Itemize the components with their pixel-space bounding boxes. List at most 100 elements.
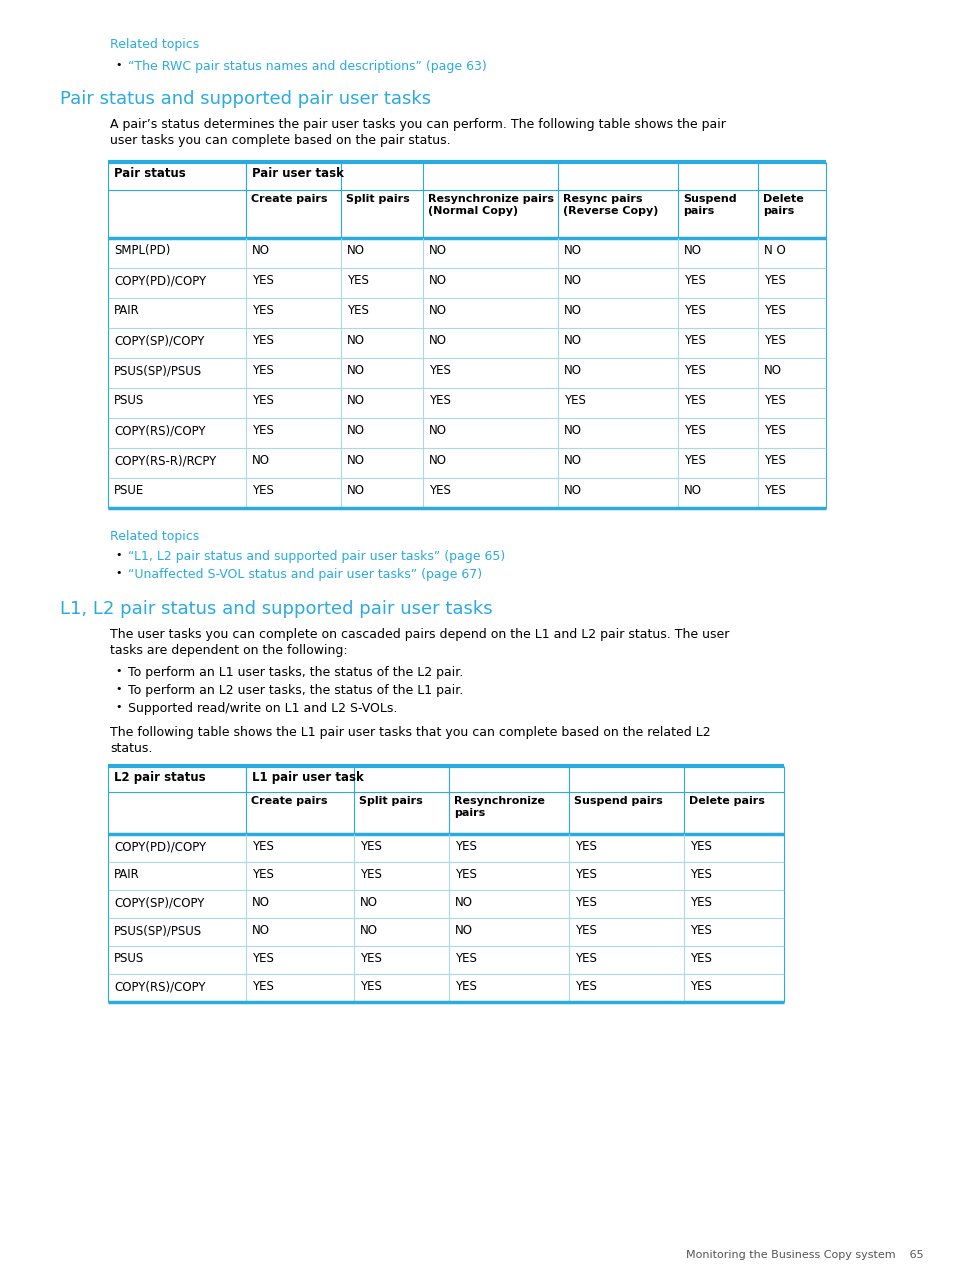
Text: •: • <box>115 684 121 694</box>
Text: NO: NO <box>563 275 581 287</box>
Text: Suspend pairs: Suspend pairs <box>574 796 662 806</box>
Text: COPY(RS-R)/RCPY: COPY(RS-R)/RCPY <box>113 454 216 466</box>
Text: YES: YES <box>683 334 705 347</box>
Text: YES: YES <box>252 840 274 853</box>
Text: NO: NO <box>563 454 581 466</box>
Text: COPY(SP)/COPY: COPY(SP)/COPY <box>113 334 204 347</box>
Text: NO: NO <box>347 484 365 497</box>
Text: YES: YES <box>683 364 705 377</box>
Text: To perform an L1 user tasks, the status of the L2 pair.: To perform an L1 user tasks, the status … <box>128 666 463 679</box>
Text: Delete pairs: Delete pairs <box>688 796 764 806</box>
Text: “L1, L2 pair status and supported pair user tasks” (page 65): “L1, L2 pair status and supported pair u… <box>128 550 505 563</box>
Text: YES: YES <box>575 896 597 909</box>
Text: PSUS: PSUS <box>113 394 144 407</box>
Text: YES: YES <box>683 425 705 437</box>
Text: YES: YES <box>689 868 711 881</box>
Text: YES: YES <box>252 364 274 377</box>
Text: tasks are dependent on the following:: tasks are dependent on the following: <box>110 644 347 657</box>
Text: NO: NO <box>429 454 447 466</box>
Text: NO: NO <box>347 394 365 407</box>
Text: YES: YES <box>252 484 274 497</box>
Text: COPY(RS)/COPY: COPY(RS)/COPY <box>113 425 205 437</box>
Text: YES: YES <box>575 840 597 853</box>
Text: L1 pair user task: L1 pair user task <box>252 771 363 784</box>
Text: YES: YES <box>252 394 274 407</box>
Text: YES: YES <box>575 952 597 965</box>
Text: L2 pair status: L2 pair status <box>113 771 206 784</box>
Text: YES: YES <box>429 364 451 377</box>
Text: YES: YES <box>252 980 274 993</box>
Text: NO: NO <box>359 896 377 909</box>
Text: COPY(PD)/COPY: COPY(PD)/COPY <box>113 275 206 287</box>
Text: NO: NO <box>252 924 270 937</box>
Text: YES: YES <box>359 868 381 881</box>
Text: NO: NO <box>429 304 447 316</box>
Text: NO: NO <box>347 425 365 437</box>
Text: NO: NO <box>347 364 365 377</box>
Text: NO: NO <box>359 924 377 937</box>
Text: YES: YES <box>455 980 476 993</box>
Text: Create pairs: Create pairs <box>251 194 327 205</box>
Text: YES: YES <box>689 952 711 965</box>
Text: YES: YES <box>689 896 711 909</box>
Text: YES: YES <box>689 924 711 937</box>
Text: NO: NO <box>252 896 270 909</box>
Text: YES: YES <box>455 868 476 881</box>
Text: YES: YES <box>359 952 381 965</box>
Text: YES: YES <box>252 334 274 347</box>
Text: YES: YES <box>763 484 785 497</box>
Text: Resync pairs
(Reverse Copy): Resync pairs (Reverse Copy) <box>562 194 658 216</box>
Text: Pair user task: Pair user task <box>252 167 343 180</box>
Text: NO: NO <box>347 244 365 257</box>
Text: PSUE: PSUE <box>113 484 144 497</box>
Text: NO: NO <box>429 425 447 437</box>
Text: YES: YES <box>683 394 705 407</box>
Text: N O: N O <box>763 244 785 257</box>
Text: YES: YES <box>563 394 585 407</box>
Text: The user tasks you can complete on cascaded pairs depend on the L1 and L2 pair s: The user tasks you can complete on casca… <box>110 628 729 641</box>
Text: To perform an L2 user tasks, the status of the L1 pair.: To perform an L2 user tasks, the status … <box>128 684 463 697</box>
Text: YES: YES <box>763 304 785 316</box>
Text: YES: YES <box>347 275 369 287</box>
Text: “The RWC pair status names and descriptions” (page 63): “The RWC pair status names and descripti… <box>128 60 486 72</box>
Text: Delete
pairs: Delete pairs <box>762 194 803 216</box>
Text: COPY(RS)/COPY: COPY(RS)/COPY <box>113 980 205 993</box>
Text: YES: YES <box>575 980 597 993</box>
Text: YES: YES <box>429 394 451 407</box>
Text: YES: YES <box>252 425 274 437</box>
Text: YES: YES <box>683 275 705 287</box>
Text: YES: YES <box>359 980 381 993</box>
Text: YES: YES <box>252 304 274 316</box>
Text: YES: YES <box>252 275 274 287</box>
Text: PSUS(SP)/PSUS: PSUS(SP)/PSUS <box>113 924 202 937</box>
Text: YES: YES <box>763 454 785 466</box>
Text: NO: NO <box>563 334 581 347</box>
Text: “Unaffected S-VOL status and pair user tasks” (page 67): “Unaffected S-VOL status and pair user t… <box>128 568 481 581</box>
Text: Supported read/write on L1 and L2 S-VOLs.: Supported read/write on L1 and L2 S-VOLs… <box>128 702 397 716</box>
Text: YES: YES <box>575 924 597 937</box>
Text: Related topics: Related topics <box>110 38 199 51</box>
Text: COPY(PD)/COPY: COPY(PD)/COPY <box>113 840 206 853</box>
Text: YES: YES <box>689 840 711 853</box>
Text: NO: NO <box>563 304 581 316</box>
Text: NO: NO <box>429 334 447 347</box>
Text: NO: NO <box>455 924 473 937</box>
Text: •: • <box>115 702 121 712</box>
Text: YES: YES <box>763 394 785 407</box>
Text: NO: NO <box>429 275 447 287</box>
Text: NO: NO <box>563 244 581 257</box>
Text: SMPL(PD): SMPL(PD) <box>113 244 171 257</box>
Text: The following table shows the L1 pair user tasks that you can complete based on : The following table shows the L1 pair us… <box>110 726 710 738</box>
Text: NO: NO <box>763 364 781 377</box>
Text: Resynchronize pairs
(Normal Copy): Resynchronize pairs (Normal Copy) <box>428 194 554 216</box>
Text: NO: NO <box>347 334 365 347</box>
Text: NO: NO <box>252 244 270 257</box>
Text: NO: NO <box>455 896 473 909</box>
Text: A pair’s status determines the pair user tasks you can perform. The following ta: A pair’s status determines the pair user… <box>110 118 725 131</box>
Text: COPY(SP)/COPY: COPY(SP)/COPY <box>113 896 204 909</box>
Text: •: • <box>115 666 121 676</box>
Text: NO: NO <box>563 425 581 437</box>
Text: •: • <box>115 568 121 578</box>
Text: Monitoring the Business Copy system    65: Monitoring the Business Copy system 65 <box>685 1249 923 1260</box>
Text: NO: NO <box>683 244 701 257</box>
